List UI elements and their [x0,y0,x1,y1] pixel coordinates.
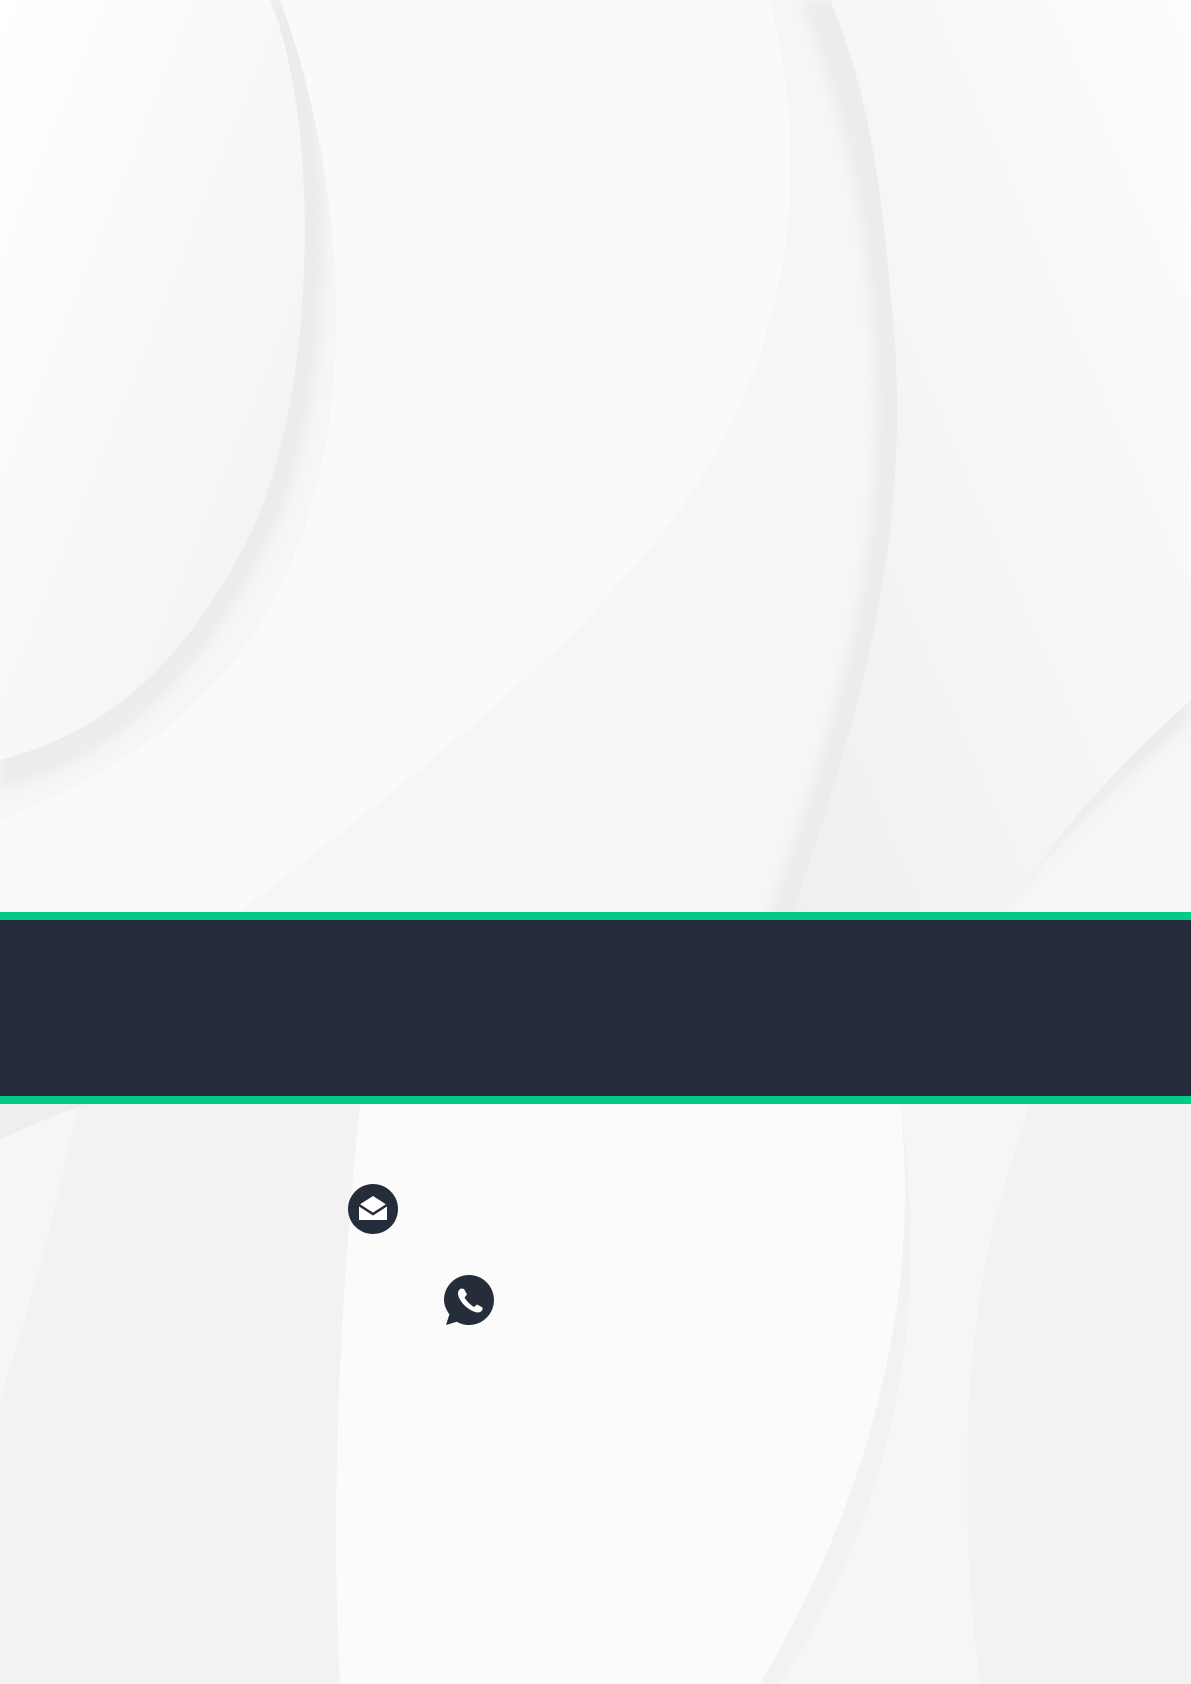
dark-title-band [0,912,1191,1104]
whatsapp-phone-icon [444,1275,494,1325]
envelope-icon [348,1184,398,1234]
